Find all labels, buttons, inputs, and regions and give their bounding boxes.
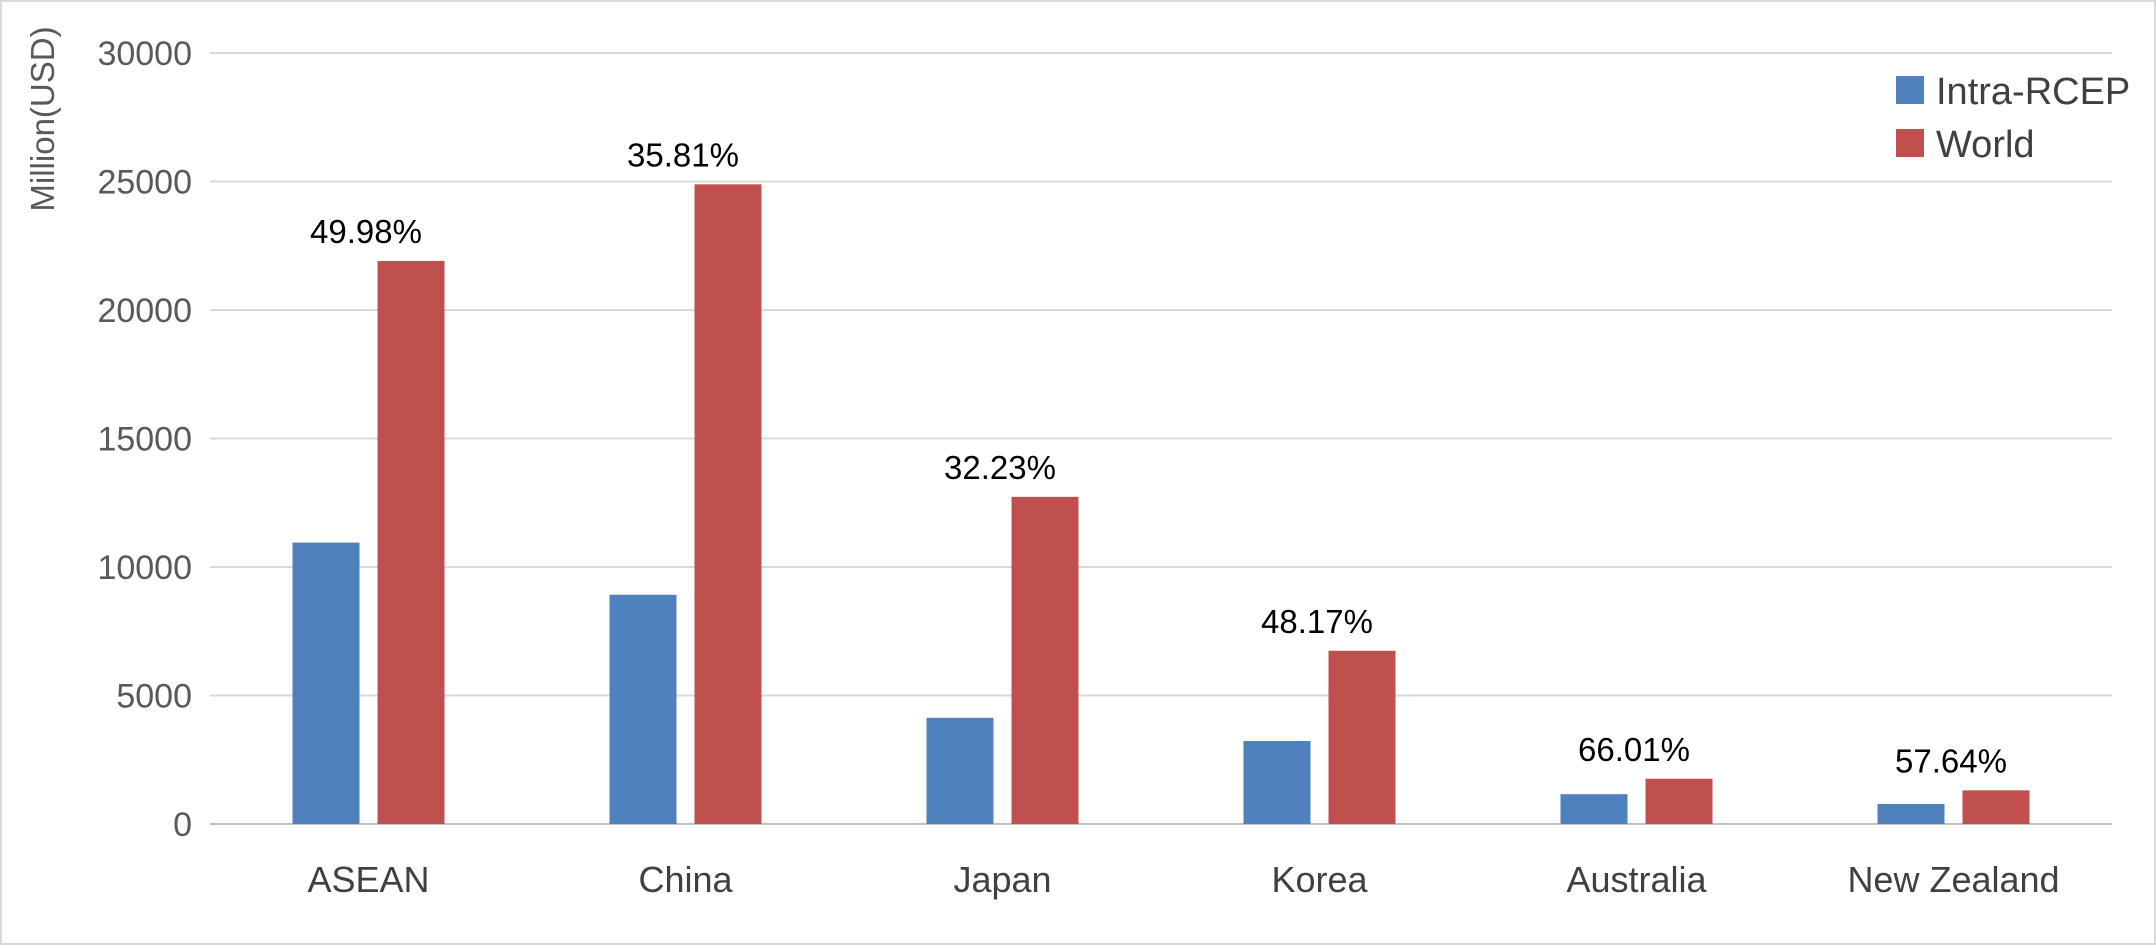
data-label: 48.17% [1261, 603, 1373, 640]
bar-world-asean [377, 260, 445, 825]
bar-world-korea [1328, 650, 1396, 824]
bar-world-japan [1011, 496, 1079, 824]
y-tick-label: 30000 [97, 35, 192, 73]
x-tick-label: New Zealand [1847, 859, 2059, 900]
bar-intra-rcep-new-zealand [1877, 803, 1945, 824]
x-tick-label: Japan [953, 859, 1051, 900]
x-tick-label: ASEAN [307, 859, 429, 900]
data-label: 32.23% [944, 449, 1056, 486]
bars [292, 184, 2030, 825]
y-tick-label: 20000 [97, 292, 192, 330]
x-axis-ticks: ASEAN China Japan Korea Australia New Zealand [307, 859, 2059, 900]
y-tick-label: 25000 [97, 164, 192, 202]
y-tick-label: 0 [173, 806, 192, 844]
bar-intra-rcep-japan [926, 717, 994, 824]
legend-label-intra-rcep: Intra-RCEP [1936, 71, 2130, 113]
bar-intra-rcep-australia [1560, 794, 1628, 824]
x-tick-label: China [638, 859, 733, 900]
y-tick-label: 5000 [116, 678, 192, 716]
x-tick-label: Korea [1271, 859, 1368, 900]
legend-label-world: World [1936, 124, 2035, 166]
data-labels: 49.98% 35.81% 32.23% 48.17% 66.01% 57.64% [310, 136, 2007, 779]
bar-intra-rcep-china [609, 594, 677, 824]
gridlines [210, 52, 2112, 825]
data-label: 35.81% [627, 136, 739, 173]
y-tick-label: 10000 [97, 549, 192, 587]
y-tick-label: 15000 [97, 421, 192, 459]
data-label: 49.98% [310, 213, 422, 250]
data-label: 57.64% [1895, 742, 2007, 779]
bar-world-australia [1645, 778, 1713, 824]
legend-swatch-world [1896, 129, 1924, 157]
bar-world-china [694, 184, 762, 824]
x-tick-label: Australia [1566, 859, 1707, 900]
bar-intra-rcep-asean [292, 542, 360, 824]
bar-world-new-zealand [1962, 790, 2030, 824]
legend-swatch-intra-rcep [1896, 76, 1924, 104]
data-label: 66.01% [1578, 731, 1690, 768]
y-axis-label: Million(USD) [24, 26, 61, 211]
y-axis-ticks: 0 5000 10000 15000 20000 25000 30000 [97, 35, 192, 844]
legend: Intra-RCEP World [1896, 71, 2130, 166]
bar-intra-rcep-korea [1243, 740, 1311, 824]
